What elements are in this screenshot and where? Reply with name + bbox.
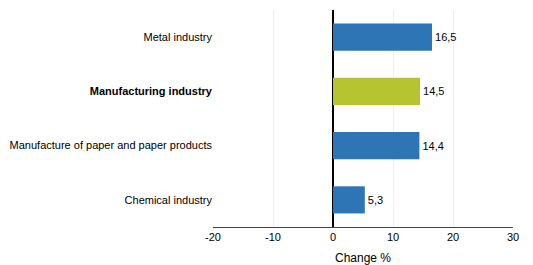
svg-text:Manufacturing industry: Manufacturing industry — [90, 85, 213, 97]
svg-text:-20: -20 — [205, 231, 221, 243]
svg-text:20: 20 — [447, 231, 459, 243]
svg-text:0: 0 — [330, 231, 336, 243]
svg-text:Change %: Change % — [335, 251, 391, 265]
svg-text:30: 30 — [507, 231, 519, 243]
svg-text:5,3: 5,3 — [368, 194, 383, 206]
svg-text:14,4: 14,4 — [422, 140, 443, 152]
svg-text:Manufacture of paper and paper: Manufacture of paper and paper products — [10, 139, 213, 151]
svg-text:Chemical industry: Chemical industry — [125, 194, 213, 206]
svg-text:10: 10 — [387, 231, 399, 243]
svg-text:Metal industry: Metal industry — [144, 31, 213, 43]
svg-text:14,5: 14,5 — [423, 85, 444, 97]
svg-text:16,5: 16,5 — [435, 31, 456, 43]
svg-text:-10: -10 — [265, 231, 281, 243]
